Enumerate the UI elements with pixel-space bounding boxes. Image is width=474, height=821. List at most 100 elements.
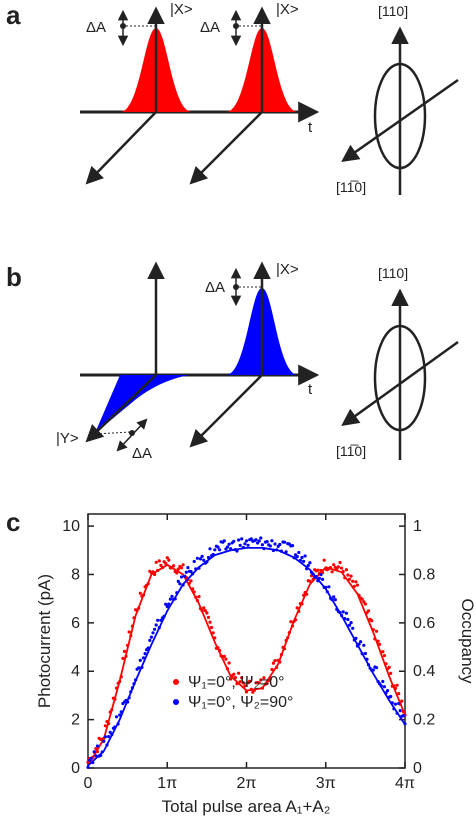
crystal-label-bottom-a: [11̅0]: [336, 179, 366, 195]
data-point: [237, 671, 241, 675]
data-point: [275, 665, 279, 670]
time-axis-label-b: t: [308, 381, 313, 398]
legend-marker: [173, 699, 179, 705]
state-label-left: |X>: [170, 1, 193, 18]
data-point: [235, 549, 239, 553]
data-point: [374, 629, 379, 633]
data-point: [91, 760, 95, 765]
y-right-tick-label: 0.6: [413, 615, 435, 632]
data-point: [374, 666, 379, 670]
data-point: [164, 561, 168, 566]
data-point: [227, 542, 231, 546]
data-point: [384, 662, 388, 666]
data-point: [290, 544, 295, 548]
data-point: [102, 739, 106, 743]
data-point: [225, 667, 230, 671]
data-point: [338, 611, 342, 615]
data-point: [393, 686, 398, 691]
data-point: [105, 743, 109, 747]
data-point: [401, 714, 405, 718]
data-point: [173, 597, 177, 601]
data-point: [246, 543, 250, 547]
data-point: [146, 646, 150, 650]
data-point: [187, 581, 191, 585]
data-point: [278, 542, 282, 547]
data-point: [370, 619, 374, 623]
data-point: [132, 616, 136, 620]
data-point: [362, 643, 366, 647]
data-point: [179, 566, 184, 570]
data-point: [224, 657, 228, 661]
data-point: [401, 710, 405, 714]
data-point: [317, 576, 321, 581]
delta-label-right: ΔA: [200, 19, 220, 36]
data-point: [95, 750, 100, 754]
data-point: [373, 637, 377, 641]
data-point: [167, 602, 171, 606]
crystal-label-top-a: [110]: [378, 3, 408, 19]
data-point: [156, 568, 160, 573]
crystal-label-top-b: [110]: [378, 265, 408, 281]
data-point: [397, 701, 401, 706]
data-point: [99, 753, 103, 758]
data-point: [141, 593, 146, 597]
data-point: [381, 650, 385, 654]
data-point: [186, 566, 190, 570]
data-point: [113, 697, 117, 701]
data-point: [386, 689, 390, 693]
data-point: [205, 560, 209, 564]
data-point: [349, 574, 353, 578]
data-point: [184, 570, 188, 574]
data-point: [333, 598, 337, 602]
data-point: [249, 537, 253, 541]
data-point: [211, 631, 215, 635]
data-point: [222, 654, 226, 659]
data-point: [271, 661, 275, 665]
data-point: [167, 558, 171, 562]
data-point: [159, 618, 163, 622]
data-point: [297, 609, 301, 614]
data-point: [165, 556, 169, 560]
data-point: [349, 621, 353, 625]
crystal-axis-1-10-b: [341, 340, 459, 427]
data-point: [121, 656, 125, 661]
data-point: [233, 676, 237, 680]
data-point: [319, 573, 323, 577]
data-point: [297, 550, 301, 555]
data-point: [389, 694, 393, 699]
y-left-tick-label: 0: [71, 760, 80, 777]
data-point: [203, 609, 207, 613]
crystal-ellipse-b: [373, 324, 427, 432]
delta-label-top: ΔA: [205, 279, 225, 296]
data-point: [232, 539, 236, 544]
pulse-left-blue: [95, 375, 190, 433]
time-axis-label: t: [308, 119, 313, 136]
data-point: [222, 539, 226, 543]
x-tick-label: 1π: [157, 775, 177, 792]
data-point: [137, 606, 141, 610]
data-point: [238, 680, 242, 684]
diagonal-axis-right: [189, 111, 263, 185]
data-point: [191, 572, 195, 576]
crystal-ellipse-a: [373, 62, 427, 170]
data-point: [343, 576, 347, 580]
data-point: [384, 691, 388, 695]
data-point: [135, 609, 139, 613]
data-point: [354, 580, 358, 584]
data-point: [216, 545, 220, 549]
diagonal-axis-right-b: [189, 374, 263, 448]
data-point: [134, 678, 138, 682]
data-point: [159, 563, 163, 568]
data-point: [208, 620, 212, 624]
data-point: [392, 684, 396, 688]
panel-b-letter: b: [6, 262, 22, 292]
data-point: [157, 626, 161, 630]
diagonal-axis-left: [85, 111, 157, 185]
data-point: [341, 610, 345, 614]
data-point: [360, 597, 364, 601]
data-point: [89, 756, 93, 761]
data-point: [346, 617, 350, 622]
data-point: [116, 722, 120, 726]
data-point: [103, 724, 107, 728]
